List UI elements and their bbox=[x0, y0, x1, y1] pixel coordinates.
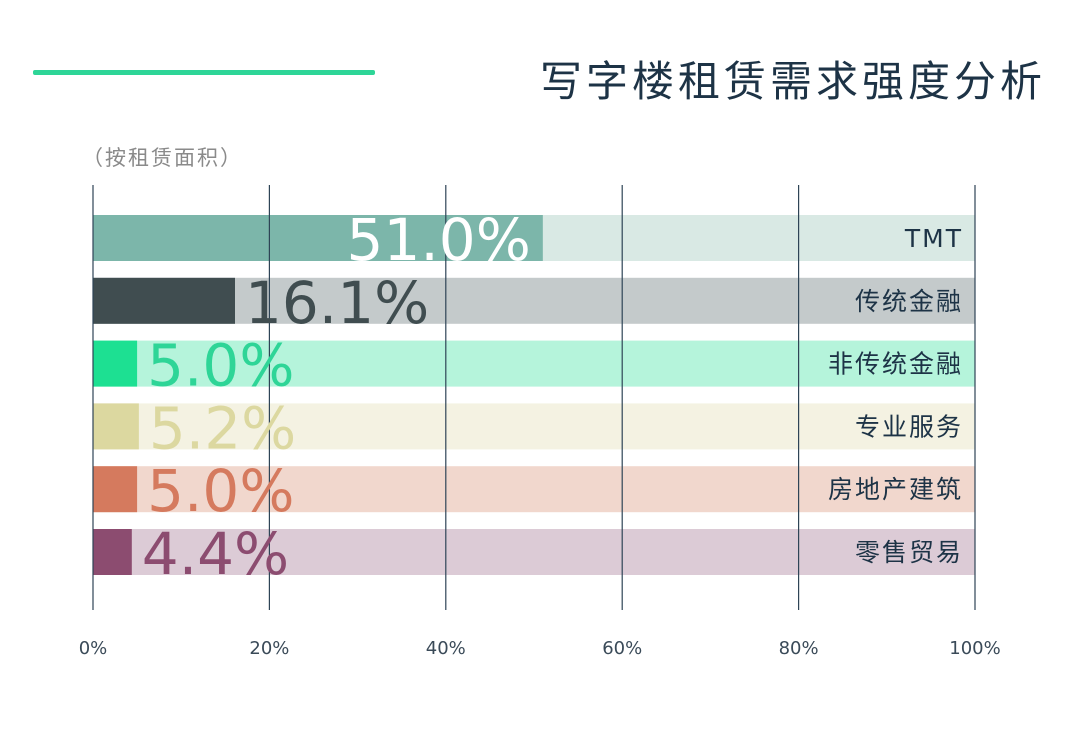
bar bbox=[93, 466, 138, 513]
bar bbox=[93, 215, 543, 261]
bar-track bbox=[93, 529, 975, 575]
x-tick-label: 60% bbox=[602, 638, 642, 659]
data-label: 5.2% bbox=[149, 394, 296, 462]
x-tick-label: 0% bbox=[79, 638, 108, 659]
category-label: 非传统金融 bbox=[828, 350, 963, 379]
bar bbox=[93, 403, 139, 450]
x-tick-label: 20% bbox=[249, 638, 289, 659]
bar bbox=[93, 277, 236, 324]
bar bbox=[93, 340, 138, 387]
data-label: 51.0% bbox=[347, 206, 531, 274]
category-label: 零售贸易 bbox=[855, 538, 963, 567]
category-label: 房地产建筑 bbox=[828, 475, 963, 504]
bar-track bbox=[93, 403, 975, 450]
data-label: 5.0% bbox=[147, 332, 294, 400]
bar-track bbox=[93, 277, 975, 324]
data-label: 16.1% bbox=[245, 269, 429, 337]
x-tick-label: 40% bbox=[426, 638, 466, 659]
x-tick-label: 80% bbox=[779, 638, 819, 659]
bar-track bbox=[93, 466, 975, 513]
bar-track bbox=[93, 340, 975, 387]
bar bbox=[93, 529, 132, 575]
category-label: 专业服务 bbox=[855, 412, 963, 441]
category-label: TMT bbox=[904, 224, 963, 253]
category-label: 传统金融 bbox=[855, 287, 963, 316]
data-label: 5.0% bbox=[147, 457, 294, 525]
chart-title: 写字楼租赁需求强度分析 bbox=[539, 57, 1046, 106]
accent-line bbox=[33, 70, 375, 75]
chart-subtitle: （按租赁面积） bbox=[82, 146, 243, 170]
x-tick-label: 100% bbox=[949, 638, 1000, 659]
data-label: 4.4% bbox=[142, 520, 289, 588]
